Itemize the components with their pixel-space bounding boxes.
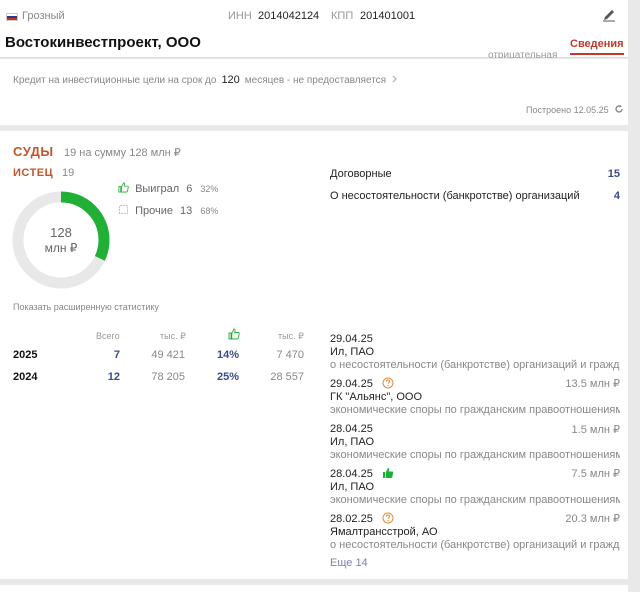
- courts-title[interactable]: СУДЫ: [13, 144, 54, 159]
- stats-won-sum: 28 557: [270, 371, 304, 383]
- extended-stats-link[interactable]: Показать расширенную статистику: [13, 302, 159, 312]
- thumbs-up-icon: [382, 468, 394, 478]
- company-name: Востокинвестпроект, ООО: [5, 34, 201, 51]
- case-item[interactable]: 28.04.25 7.5 млн ₽ Ил, ПАО экономические…: [330, 467, 620, 506]
- stats-sum: 78 205: [151, 371, 185, 383]
- case-type: о несостоятельности (банкротстве) органи…: [330, 359, 620, 371]
- plaintiff-title: ИСТЕЦ: [13, 167, 54, 179]
- rating-text-partial: отрицательная: [488, 51, 558, 58]
- case-type: экономические споры по гражданским право…: [330, 449, 620, 461]
- case-date: 28.04.25: [330, 423, 373, 435]
- case-party: Ил, ПАО: [330, 346, 374, 358]
- stats-header-sum: тыс. ₽: [160, 331, 186, 341]
- donut-won-arc: [12, 191, 110, 289]
- case-item[interactable]: 29.04.25 Ил, ПАО о несостоятельности (ба…: [330, 333, 620, 371]
- stats-sum: 49 421: [151, 349, 185, 361]
- case-date: 28.04.25: [330, 468, 373, 480]
- other-stat: Прочие 13 68%: [118, 204, 218, 217]
- case-amount: 1.5 млн ₽: [571, 424, 620, 436]
- stats-total[interactable]: 7: [113, 349, 120, 361]
- next-card-edge: [0, 585, 628, 592]
- pencil-icon[interactable]: [602, 8, 616, 22]
- other-pct: 68%: [200, 206, 219, 216]
- question-icon: [382, 377, 394, 389]
- stats-year: 2024: [13, 371, 38, 383]
- thumbs-up-outline-icon: [118, 182, 129, 193]
- case-party: Ил, ПАО: [330, 481, 374, 493]
- won-pct: 32%: [200, 184, 219, 194]
- case-party: ГК "Альянс", ООО: [330, 391, 423, 403]
- stats-header-total: Всего: [96, 331, 120, 341]
- case-type: о несостоятельности (банкротстве) органи…: [330, 539, 620, 551]
- case-item[interactable]: 28.04.25 1.5 млн ₽ Ил, ПАО экономические…: [330, 423, 620, 461]
- won-stat: Выиграл 6 32%: [118, 182, 218, 195]
- credit-months: 120: [221, 74, 240, 86]
- more-cases-link[interactable]: Еще 14: [330, 557, 368, 569]
- donut-unit: млн ₽: [44, 241, 78, 255]
- case-party: Ямалтрансстрой, АО: [330, 526, 438, 538]
- case-date: 29.04.25: [330, 378, 373, 390]
- kpp-label: КПП: [331, 10, 354, 22]
- category-bankruptcy-count[interactable]: 4: [613, 190, 620, 202]
- other-label: Прочие: [135, 205, 173, 217]
- donut-value: 128: [50, 225, 72, 240]
- kpp-value: 201401001: [360, 10, 416, 22]
- question-icon: [382, 512, 394, 524]
- case-date: 28.02.25: [330, 513, 373, 525]
- case-type: экономические споры по гражданским право…: [330, 494, 620, 506]
- courts-summary: 19 на сумму 128 млн ₽: [64, 147, 181, 159]
- credit-card: Кредит на инвестиционные цели на срок до…: [0, 59, 628, 125]
- chevron-right-icon: [392, 75, 397, 83]
- plaintiff-count: 19: [62, 167, 75, 179]
- company-header: Грозный ИНН 2014042124 КПП 201401001 Вос…: [0, 0, 628, 58]
- russia-flag-icon: [6, 13, 18, 21]
- refresh-icon[interactable]: [614, 104, 624, 114]
- stats-total[interactable]: 12: [107, 371, 120, 383]
- courts-donut-chart: [12, 191, 110, 289]
- category-bankruptcy-label[interactable]: О несостоятельности (банкротстве) органи…: [330, 190, 580, 202]
- stats-year: 2025: [13, 349, 38, 361]
- built-text: Построено 12.05.25: [526, 105, 609, 115]
- case-amount: 7.5 млн ₽: [571, 468, 620, 480]
- inn-value: 2014042124: [258, 10, 320, 22]
- case-amount: 13.5 млн ₽: [565, 378, 620, 390]
- stats-won-sum: 7 470: [276, 349, 304, 361]
- stats-won-pct: 14%: [216, 349, 239, 361]
- credit-prefix: Кредит на инвестиционные цели на срок до: [13, 75, 217, 86]
- case-party: Ил, ПАО: [330, 436, 374, 448]
- stats-won-pct: 25%: [216, 371, 239, 383]
- built-date: Построено 12.05.25: [526, 104, 624, 115]
- tab-svedeniya[interactable]: Сведения: [570, 38, 624, 55]
- question-outline-icon: [118, 204, 129, 215]
- case-item[interactable]: 29.04.25 13.5 млн ₽ ГК "Альянс", ООО эко…: [330, 377, 620, 416]
- inn-label: ИНН: [228, 10, 252, 22]
- case-item[interactable]: 28.02.25 20.3 млн ₽ Ямалтрансстрой, АО о…: [330, 512, 620, 551]
- case-date: 29.04.25: [330, 333, 373, 345]
- credit-line[interactable]: Кредит на инвестиционные цели на срок до…: [13, 74, 398, 86]
- category-contract-count[interactable]: 15: [607, 168, 620, 180]
- category-contract-label[interactable]: Договорные: [330, 168, 392, 180]
- credit-suffix: месяцев - не предоставляется: [244, 75, 387, 86]
- case-type: экономические споры по гражданским право…: [330, 404, 620, 416]
- case-amount: 20.3 млн ₽: [565, 513, 620, 525]
- won-label: Выиграл: [135, 183, 180, 195]
- region-label[interactable]: Грозный: [22, 10, 65, 22]
- stats-header-won-sum: тыс. ₽: [278, 331, 304, 341]
- courts-card: СУДЫ 19 на сумму 128 млн ₽ ИСТЕЦ 19 128 …: [0, 131, 628, 579]
- won-count: 6: [186, 183, 193, 195]
- other-count: 13: [180, 205, 193, 217]
- thumbs-up-outline-icon: [228, 328, 240, 340]
